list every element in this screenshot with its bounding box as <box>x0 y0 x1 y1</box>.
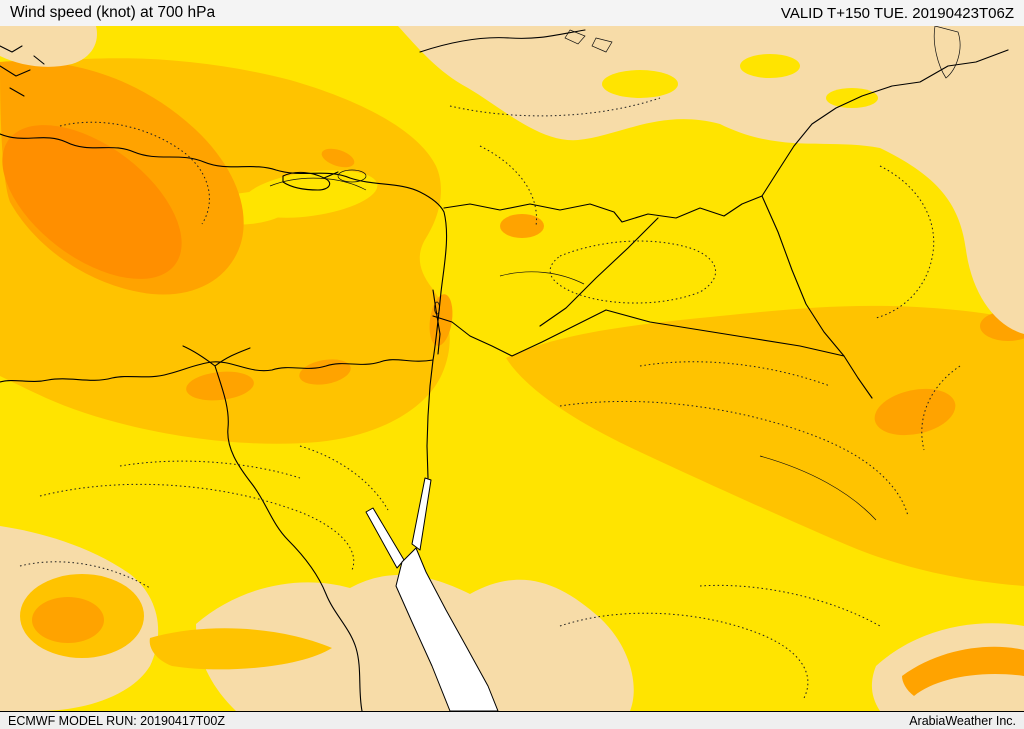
red-sea-shape <box>395 547 499 711</box>
solid-contour-layer <box>269 169 877 521</box>
model-run-label: ECMWF MODEL RUN: 20190417T00Z <box>8 713 225 728</box>
israel-jordan-line <box>432 289 441 355</box>
map-footer: ECMWF MODEL RUN: 20190417T00Z ArabiaWeat… <box>0 711 1024 729</box>
egypt-israel-border <box>426 359 434 479</box>
water-layer <box>365 26 961 711</box>
map-header: Wind speed (knot) at 700 hPa VALID T+150… <box>0 0 1024 26</box>
lake-icon <box>591 37 613 53</box>
turkey-syria-border <box>443 195 763 223</box>
nile-delta-branches <box>182 345 251 367</box>
iraq-saudi-border <box>605 309 845 357</box>
attribution-label: ArabiaWeather Inc. <box>909 713 1016 728</box>
mediterranean-coastline <box>0 133 448 383</box>
lake-icon <box>564 29 586 45</box>
turkey-iran-border <box>761 49 1009 197</box>
border-layer <box>0 29 1009 711</box>
dotted-contour-layer <box>19 97 961 699</box>
caspian-sea-shape <box>933 26 961 79</box>
cyprus-outline <box>282 171 339 191</box>
nile-river-line <box>214 365 363 711</box>
syria-iraq-border <box>539 217 659 327</box>
wind-fill-layer <box>0 26 1024 711</box>
black-sea-coast <box>419 29 586 53</box>
gulf-of-aqaba-shape <box>411 477 432 551</box>
wind-speed-map-svg <box>0 26 1024 711</box>
aegean-coast-fragments <box>0 45 45 97</box>
jordan-saudi-border <box>432 309 607 357</box>
valid-time-label: VALID T+150 TUE. 20190423T06Z <box>780 4 1014 22</box>
iran-iraq-border <box>761 195 873 399</box>
map-title: Wind speed (knot) at 700 hPa <box>10 4 216 21</box>
map-canvas <box>0 26 1024 711</box>
